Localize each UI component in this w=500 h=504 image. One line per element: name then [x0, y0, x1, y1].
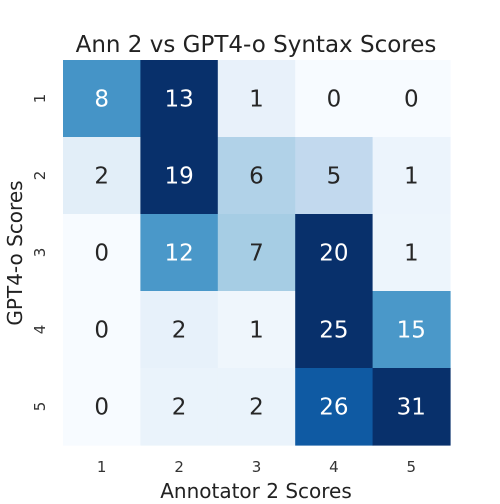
heatmap-cell [372, 60, 451, 138]
cell-value-label: 0 [94, 241, 109, 267]
y-tick-label: 2 [31, 171, 49, 181]
heatmap-cell [372, 291, 451, 369]
heatmap-cell [140, 368, 219, 446]
cell-value-label: 0 [94, 318, 109, 344]
cell-value-label: 26 [319, 395, 348, 421]
cell-value-label: 2 [94, 164, 109, 190]
heatmap-cell [372, 214, 451, 292]
heatmap-cell [295, 291, 374, 369]
heatmap-cell [217, 137, 296, 215]
x-tick-label: 1 [97, 458, 107, 476]
chart-title: Ann 2 vs GPT4-o Syntax Scores [76, 32, 437, 58]
heatmap-cell [295, 137, 374, 215]
cell-value-label: 0 [327, 87, 342, 113]
cell-value-label: 15 [397, 318, 426, 344]
y-axis-label: GPT4-o Scores [3, 180, 27, 325]
cell-value-label: 20 [319, 241, 348, 267]
heatmap-cell [63, 291, 141, 369]
cell-value-label: 12 [164, 241, 193, 267]
cell-value-label: 8 [94, 87, 109, 113]
cell-value-label: 2 [172, 395, 187, 421]
heatmap-cell [63, 137, 141, 215]
cell-value-label: 7 [249, 241, 264, 267]
heatmap-cells: 8 13 1 0 0 2 19 6 5 1 0 12 7 20 1 0 2 1 25 15 0 2 2 26 31 [63, 60, 451, 446]
heatmap-cell [295, 214, 374, 292]
cell-value-label: 25 [319, 318, 348, 344]
heatmap-cell [372, 137, 451, 215]
heatmap-cell [63, 60, 141, 138]
y-tick-label: 3 [31, 248, 49, 258]
cell-value-label: 1 [249, 318, 264, 344]
cell-value-label: 31 [397, 395, 426, 421]
cell-value-label: 5 [327, 164, 342, 190]
cell-value-label: 19 [164, 164, 193, 190]
cell-value-label: 2 [172, 318, 187, 344]
heatmap-cell [217, 291, 296, 369]
y-tick-label: 4 [31, 325, 49, 335]
cell-value-label: 2 [249, 395, 264, 421]
heatmap-cell [295, 60, 374, 138]
heatmap-cell [140, 60, 219, 138]
heatmap-cell [295, 368, 374, 446]
x-axis-label: Annotator 2 Scores [160, 479, 352, 500]
x-axis-ticks: 1 2 3 4 5 [97, 458, 416, 476]
heatmap-cell [217, 368, 296, 446]
y-axis-ticks: 1 2 3 4 5 [31, 94, 49, 412]
y-tick-label: 5 [31, 402, 49, 412]
x-tick-label: 3 [252, 458, 262, 476]
heatmap-cell [140, 137, 219, 215]
heatmap-cell [140, 291, 219, 369]
heatmap-cell [140, 214, 219, 292]
cell-value-label: 0 [94, 395, 109, 421]
x-tick-label: 4 [329, 458, 339, 476]
cell-value-label: 13 [164, 87, 193, 113]
cell-value-label: 0 [404, 87, 419, 113]
cell-value-label: 6 [249, 164, 264, 190]
heatmap-cell [63, 214, 141, 292]
cell-value-label: 1 [404, 164, 419, 190]
heatmap-cell [217, 214, 296, 292]
heatmap-cell [217, 60, 296, 138]
x-tick-label: 2 [174, 458, 184, 476]
heatmap-cell [63, 368, 141, 446]
y-tick-label: 1 [31, 94, 49, 104]
x-tick-label: 5 [407, 458, 417, 476]
heatmap-cell [372, 368, 451, 446]
cell-value-label: 1 [404, 241, 419, 267]
cell-value-label: 1 [249, 87, 264, 113]
